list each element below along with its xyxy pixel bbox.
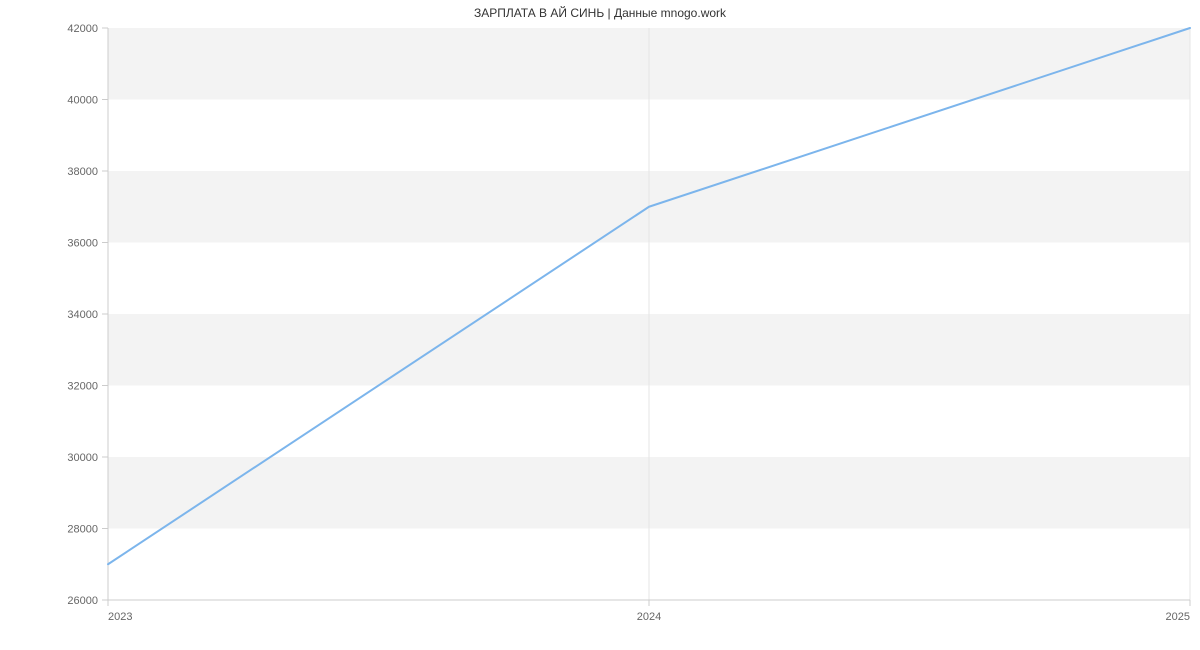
- y-tick-label: 26000: [67, 595, 98, 607]
- y-tick-label: 36000: [67, 238, 98, 250]
- x-tick-label: 2024: [637, 611, 661, 623]
- x-tick-label: 2025: [1166, 611, 1190, 623]
- y-tick-label: 30000: [67, 452, 98, 464]
- y-tick-label: 38000: [67, 166, 98, 178]
- line-chart: 26000 28000 30000 32000 34000 36000 38000 40000…: [0, 0, 1200, 650]
- y-tick-label: 32000: [67, 381, 98, 393]
- y-tick-label: 42000: [67, 23, 98, 35]
- y-tick-label: 40000: [67, 95, 98, 107]
- y-tick-label: 28000: [67, 524, 98, 536]
- y-tick-label: 34000: [67, 309, 98, 321]
- chart-container: ЗАРПЛАТА В АЙ СИНЬ | Данные mnogo.work 2…: [0, 0, 1200, 650]
- x-tick-label: 2023: [108, 611, 132, 623]
